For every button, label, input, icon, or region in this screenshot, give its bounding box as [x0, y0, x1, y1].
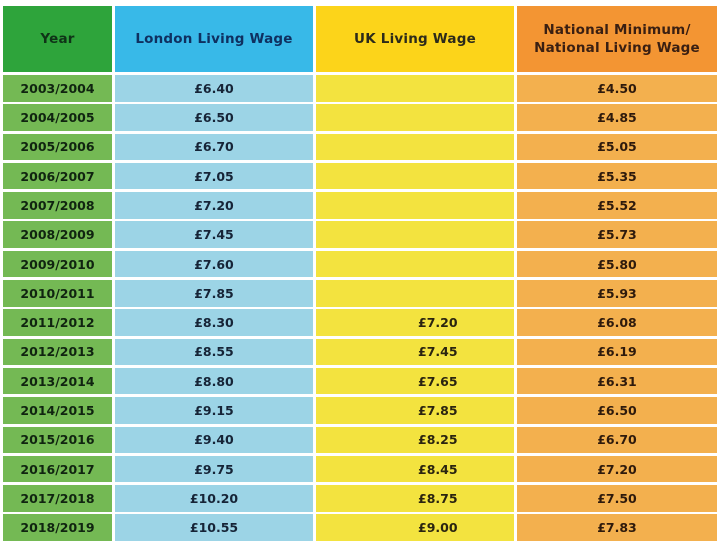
- cell-uk-living-wage: [316, 192, 514, 219]
- cell-uk-living-wage: £7.85: [316, 397, 514, 424]
- cell-uk-living-wage: £7.65: [316, 367, 514, 395]
- cell-uk-living-wage: £9.00: [316, 514, 514, 541]
- cell-year: 2017/2018: [3, 485, 112, 512]
- cell-national-minimum-wage: £6.08: [517, 309, 717, 336]
- cell-uk-living-wage: £8.25: [316, 426, 514, 454]
- cell-london-living-wage: £6.40: [115, 75, 313, 102]
- cell-uk-living-wage: [316, 133, 514, 161]
- cell-national-minimum-wage: £6.19: [517, 338, 717, 366]
- table-row: 2008/2009 £7.45 £5.73: [3, 221, 717, 248]
- cell-london-living-wage: £9.15: [115, 397, 313, 424]
- header-uk-living-wage: UK Living Wage: [316, 6, 514, 72]
- cell-national-minimum-wage: £7.50: [517, 485, 717, 512]
- cell-year: 2011/2012: [3, 309, 112, 336]
- cell-year: 2018/2019: [3, 514, 112, 541]
- cell-uk-living-wage: £8.75: [316, 485, 514, 512]
- cell-national-minimum-wage: £5.05: [517, 133, 717, 161]
- cell-london-living-wage: £8.80: [115, 367, 313, 395]
- cell-london-living-wage: £7.60: [115, 250, 313, 278]
- cell-london-living-wage: £8.55: [115, 338, 313, 366]
- cell-uk-living-wage: [316, 280, 514, 307]
- table-row: 2016/2017 £9.75 £8.45 £7.20: [3, 455, 717, 483]
- cell-year: 2003/2004: [3, 75, 112, 102]
- header-national-line2: National Living Wage: [534, 40, 700, 56]
- wage-table: Year London Living Wage UK Living Wage N…: [3, 6, 717, 544]
- cell-london-living-wage: £9.75: [115, 455, 313, 483]
- table-row: 2007/2008 £7.20 £5.52: [3, 192, 717, 219]
- cell-national-minimum-wage: £5.93: [517, 280, 717, 307]
- cell-year: 2004/2005: [3, 104, 112, 131]
- cell-year: 2007/2008: [3, 192, 112, 219]
- cell-uk-living-wage: [316, 250, 514, 278]
- cell-national-minimum-wage: £5.80: [517, 250, 717, 278]
- cell-year: 2005/2006: [3, 133, 112, 161]
- cell-national-minimum-wage: £5.52: [517, 192, 717, 219]
- table-row: 2013/2014 £8.80 £7.65 £6.31: [3, 367, 717, 395]
- header-national-minimum-wage: National Minimum/ National Living Wage: [517, 6, 717, 72]
- cell-uk-living-wage: £7.45: [316, 338, 514, 366]
- table-row: 2018/2019 £10.55 £9.00 £7.83: [3, 514, 717, 541]
- header-year: Year: [3, 6, 112, 72]
- cell-london-living-wage: £6.50: [115, 104, 313, 131]
- table-header-row: Year London Living Wage UK Living Wage N…: [3, 6, 717, 72]
- cell-london-living-wage: £8.30: [115, 309, 313, 336]
- cell-uk-living-wage: [316, 104, 514, 131]
- cell-national-minimum-wage: £4.50: [517, 75, 717, 102]
- cell-london-living-wage: £6.70: [115, 133, 313, 161]
- cell-national-minimum-wage: £5.35: [517, 162, 717, 190]
- table-row: 2003/2004 £6.40 £4.50: [3, 75, 717, 102]
- table-row: 2010/2011 £7.85 £5.93: [3, 280, 717, 307]
- cell-uk-living-wage: £8.45: [316, 455, 514, 483]
- table-row: 2012/2013 £8.55 £7.45 £6.19: [3, 338, 717, 366]
- cell-year: 2012/2013: [3, 338, 112, 366]
- cell-year: 2010/2011: [3, 280, 112, 307]
- cell-year: 2006/2007: [3, 162, 112, 190]
- table-row: 2004/2005 £6.50 £4.85: [3, 104, 717, 131]
- cell-year: 2014/2015: [3, 397, 112, 424]
- cell-uk-living-wage: £7.20: [316, 309, 514, 336]
- table-row: 2006/2007 £7.05 £5.35: [3, 162, 717, 190]
- cell-year: 2008/2009: [3, 221, 112, 248]
- cell-uk-living-wage: [316, 75, 514, 102]
- cell-national-minimum-wage: £6.31: [517, 367, 717, 395]
- cell-year: 2009/2010: [3, 250, 112, 278]
- cell-london-living-wage: £7.20: [115, 192, 313, 219]
- cell-national-minimum-wage: £6.50: [517, 397, 717, 424]
- cell-london-living-wage: £7.45: [115, 221, 313, 248]
- cell-london-living-wage: £7.05: [115, 162, 313, 190]
- cell-national-minimum-wage: £7.83: [517, 514, 717, 541]
- cell-london-living-wage: £9.40: [115, 426, 313, 454]
- table-row: 2011/2012 £8.30 £7.20 £6.08: [3, 309, 717, 336]
- table-row: 2017/2018 £10.20 £8.75 £7.50: [3, 485, 717, 512]
- table-row: 2005/2006 £6.70 £5.05: [3, 133, 717, 161]
- cell-uk-living-wage: [316, 162, 514, 190]
- table-body: 2003/2004 £6.40 £4.50 2004/2005 £6.50 £4…: [3, 75, 717, 541]
- cell-london-living-wage: £7.85: [115, 280, 313, 307]
- header-london-living-wage: London Living Wage: [115, 6, 313, 72]
- cell-national-minimum-wage: £4.85: [517, 104, 717, 131]
- table-row: 2015/2016 £9.40 £8.25 £6.70: [3, 426, 717, 454]
- cell-uk-living-wage: [316, 221, 514, 248]
- cell-national-minimum-wage: £5.73: [517, 221, 717, 248]
- cell-national-minimum-wage: £6.70: [517, 426, 717, 454]
- table-row: 2014/2015 £9.15 £7.85 £6.50: [3, 397, 717, 424]
- cell-national-minimum-wage: £7.20: [517, 455, 717, 483]
- cell-year: 2015/2016: [3, 426, 112, 454]
- cell-year: 2013/2014: [3, 367, 112, 395]
- cell-year: 2016/2017: [3, 455, 112, 483]
- table-row: 2009/2010 £7.60 £5.80: [3, 250, 717, 278]
- cell-london-living-wage: £10.20: [115, 485, 313, 512]
- cell-london-living-wage: £10.55: [115, 514, 313, 541]
- header-national-line1: National Minimum/: [543, 22, 691, 38]
